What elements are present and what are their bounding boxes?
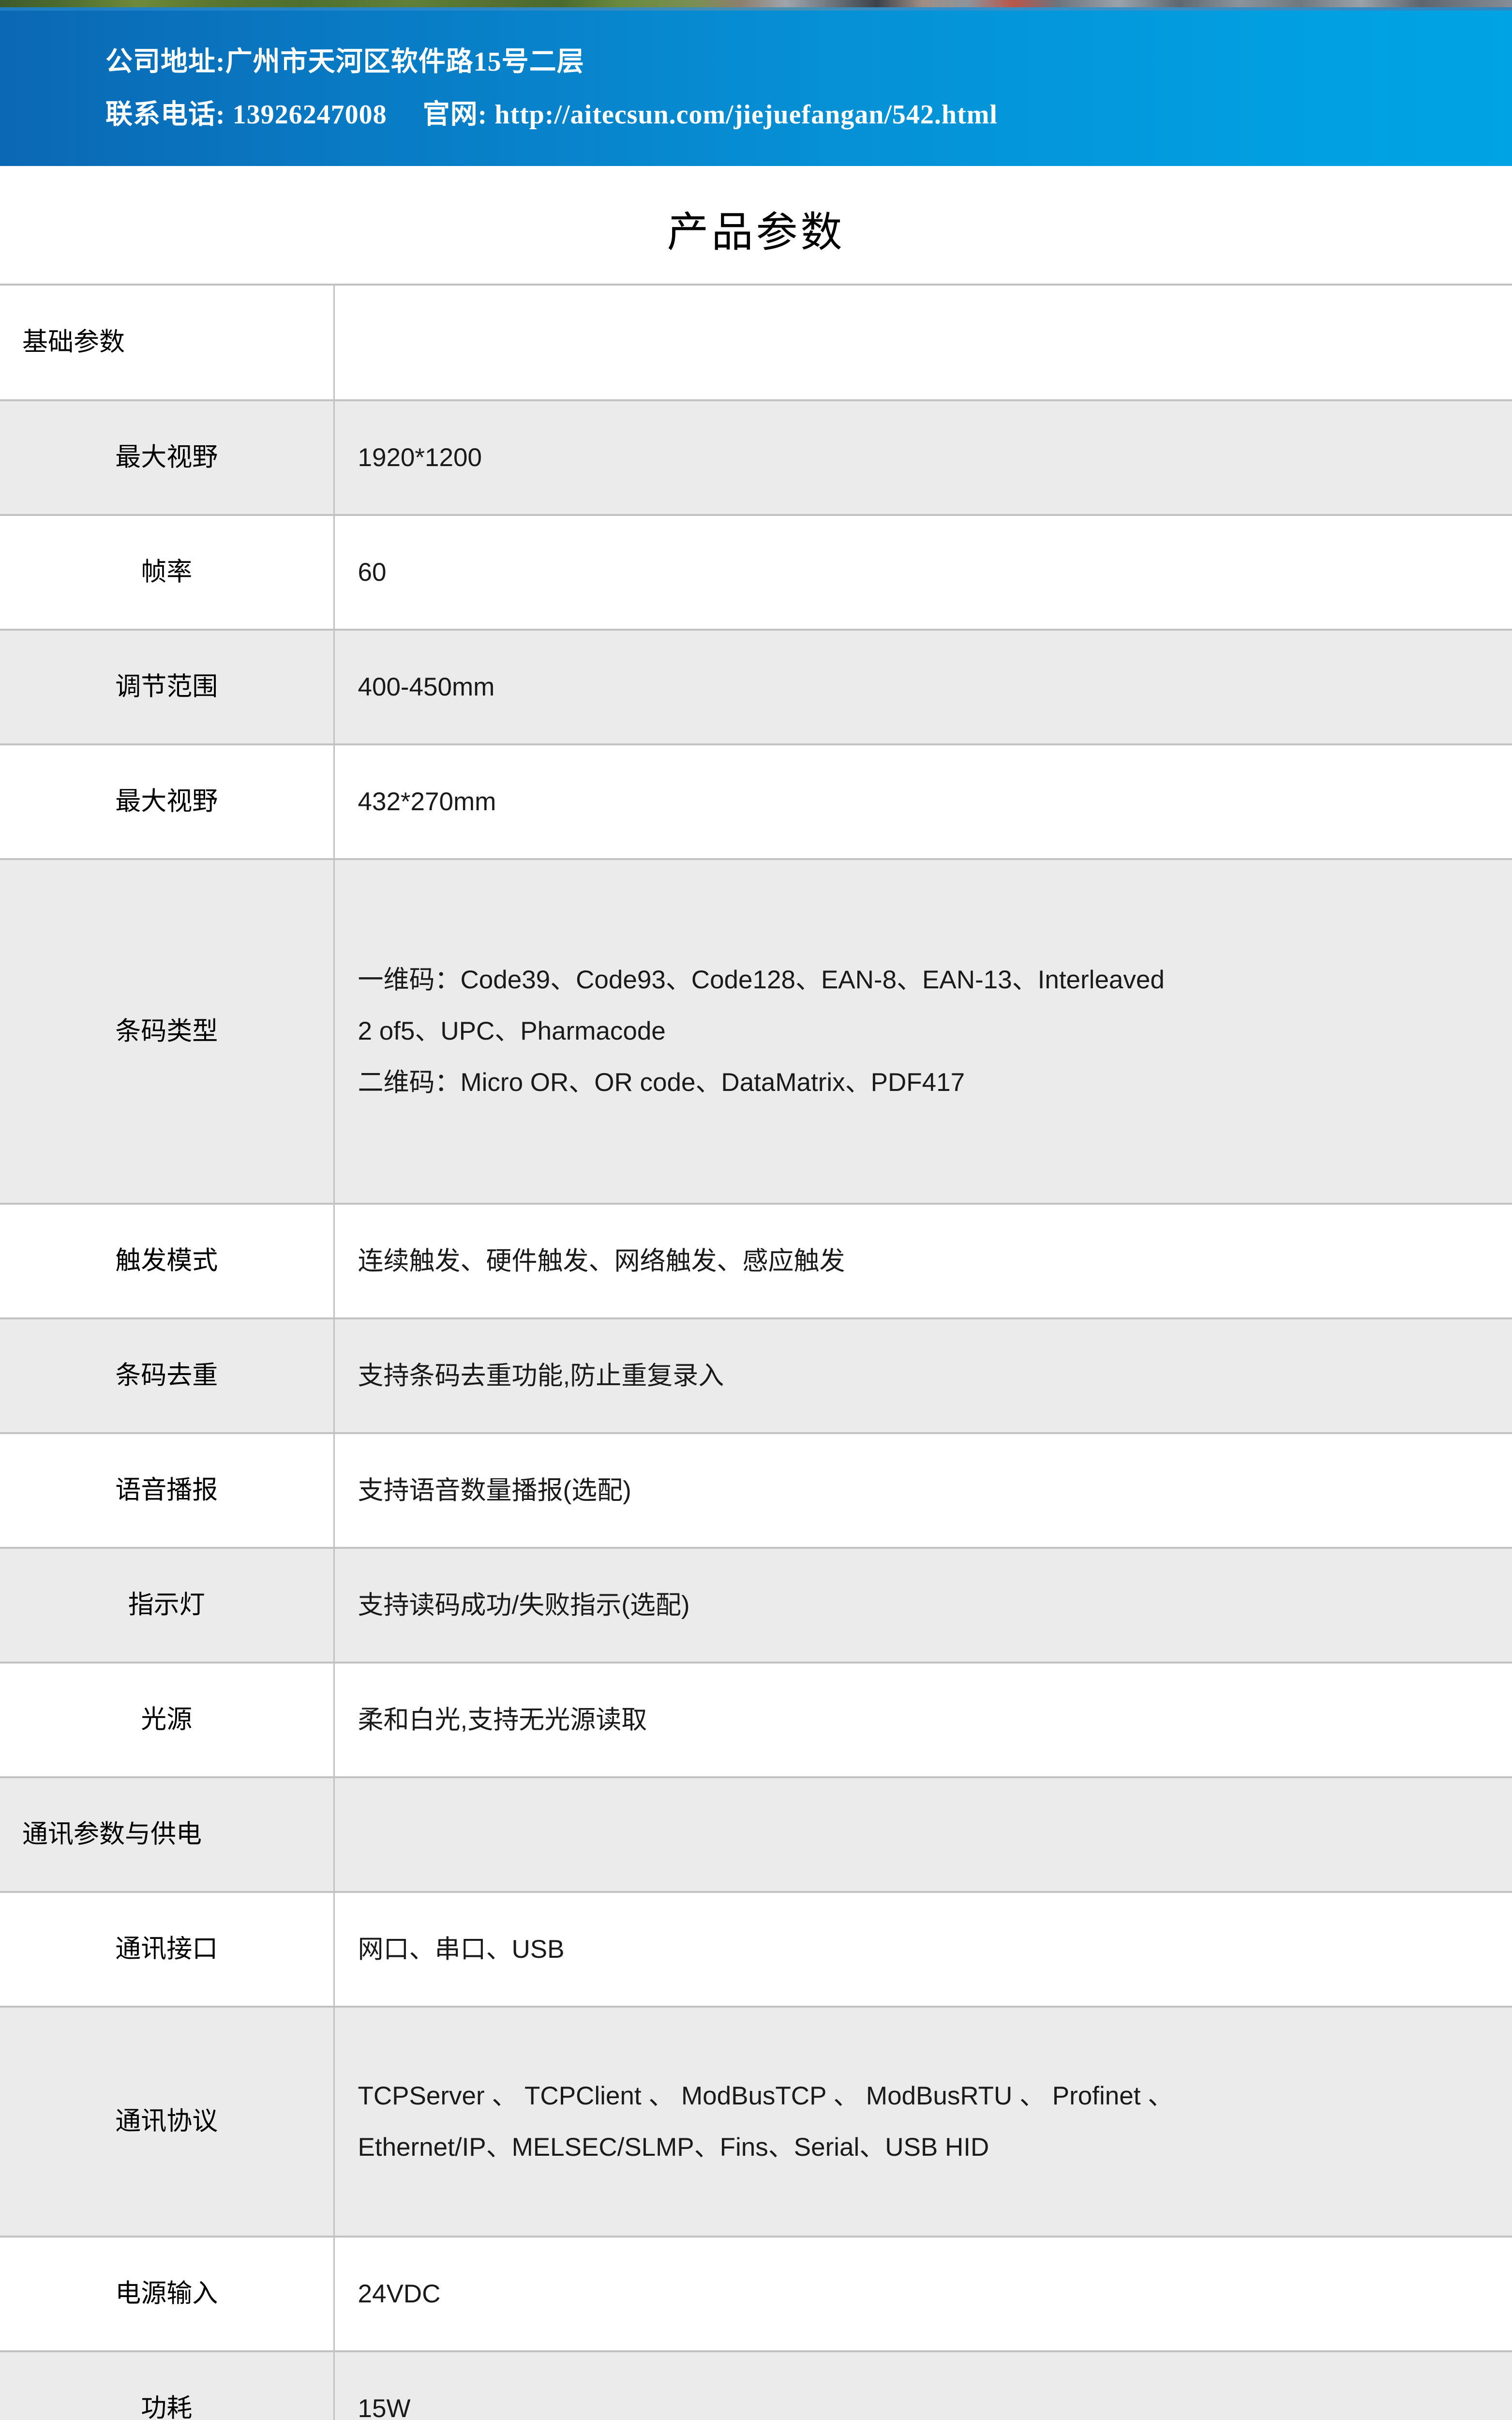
spec-label: 指示灯 xyxy=(0,1548,335,1663)
top-photo-strip xyxy=(0,0,1512,11)
table-row: 光源 柔和白光,支持无光源读取 xyxy=(0,1663,1512,1777)
spec-value: 1920*1200 xyxy=(334,400,1512,515)
spec-value: 60 xyxy=(334,515,1512,630)
spec-value-line: 二维码：Micro OR、OR code、DataMatrix、PDF417 xyxy=(358,1068,965,1097)
spec-value-line: 支持语音数量播报(选配) xyxy=(358,1476,631,1505)
table-row: 语音播报 支持语音数量播报(选配) xyxy=(0,1433,1512,1548)
spec-value xyxy=(334,1777,1512,1892)
section-header-label: 通讯参数与供电 xyxy=(0,1777,335,1892)
spec-value-line: 支持条码去重功能,防止重复录入 xyxy=(358,1361,724,1390)
spec-value: 连续触发、硬件触发、网络触发、感应触发 xyxy=(334,1204,1512,1318)
spec-value: 支持条码去重功能,防止重复录入 xyxy=(334,1318,1512,1433)
spec-label: 最大视野 xyxy=(0,744,335,859)
spec-label: 条码类型 xyxy=(0,859,335,1204)
spec-label: 最大视野 xyxy=(0,400,335,515)
spec-label: 触发模式 xyxy=(0,1204,335,1318)
spec-value: 24VDC xyxy=(334,2237,1512,2351)
contact-banner: 公司地址:广州市天河区软件路15号二层 联系电话: 13926247008 官网… xyxy=(0,11,1512,166)
company-address: 公司地址:广州市天河区软件路15号二层 xyxy=(105,46,584,77)
spec-label: 通讯协议 xyxy=(0,2007,335,2237)
spec-value-line: 60 xyxy=(358,558,387,587)
spec-label: 光源 xyxy=(0,1663,335,1777)
spec-value: 432*270mm xyxy=(334,744,1512,859)
table-row: 通讯协议 TCPServer 、 TCPClient 、 ModBusTCP 、 … xyxy=(0,2007,1512,2237)
spec-value: 支持读码成功/失败指示(选配) xyxy=(334,1548,1512,1663)
spec-label: 调节范围 xyxy=(0,630,335,744)
spec-value: 15W xyxy=(334,2351,1512,2420)
spec-value-line: 支持读码成功/失败指示(选配) xyxy=(358,1590,690,1619)
contact-phone: 联系电话: 13926247008 xyxy=(105,99,387,130)
spec-value: 一维码：Code39、Code93、Code128、EAN-8、EAN-13、I… xyxy=(334,859,1512,1204)
spec-label: 功耗 xyxy=(0,2351,335,2420)
spec-value: 柔和白光,支持无光源读取 xyxy=(334,1663,1512,1777)
contact-line: 联系电话: 13926247008 官网: http://aitecsun.co… xyxy=(105,94,1512,136)
table-row: 最大视野 432*270mm xyxy=(0,744,1512,859)
official-website-link[interactable]: 官网: http://aitecsun.com/jiejuefangan/542… xyxy=(422,99,998,130)
spec-label: 通讯接口 xyxy=(0,1892,335,2007)
table-row: 条码类型 一维码：Code39、Code93、Code128、EAN-8、EAN-… xyxy=(0,859,1512,1204)
table-row: 指示灯 支持读码成功/失败指示(选配) xyxy=(0,1548,1512,1663)
spec-label: 电源输入 xyxy=(0,2237,335,2351)
table-row: 调节范围 400-450mm xyxy=(0,630,1512,744)
spec-value-line: 网口、串口、USB xyxy=(358,1935,565,1964)
spec-value-line: 2 of5、UPC、Pharmacode xyxy=(358,1017,666,1045)
spec-value-line: 连续触发、硬件触发、网络触发、感应触发 xyxy=(358,1246,845,1275)
spec-value: 网口、串口、USB xyxy=(334,1892,1512,2007)
spec-label: 语音播报 xyxy=(0,1433,335,1548)
spec-value-line: 1920*1200 xyxy=(358,443,482,472)
spec-label: 条码去重 xyxy=(0,1318,335,1433)
spec-value: TCPServer 、 TCPClient 、 ModBusTCP 、 ModB… xyxy=(334,2007,1512,2237)
section-header-label: 基础参数 xyxy=(0,285,335,400)
spec-value: 400-450mm xyxy=(334,630,1512,744)
product-spec-table: 基础参数 最大视野 1920*1200 帧率 60 调节范围 400-450mm 最大视野 43… xyxy=(0,284,1512,2420)
table-row: 功耗 15W xyxy=(0,2351,1512,2420)
spec-value-line: TCPServer 、 TCPClient 、 ModBusTCP 、 ModB… xyxy=(358,2081,1174,2110)
table-row: 通讯参数与供电 xyxy=(0,1777,1512,1892)
table-row: 电源输入 24VDC xyxy=(0,2237,1512,2351)
spec-value: 支持语音数量播报(选配) xyxy=(334,1433,1512,1548)
table-row: 条码去重 支持条码去重功能,防止重复录入 xyxy=(0,1318,1512,1433)
page-title: 产品参数 xyxy=(667,209,845,256)
table-row: 基础参数 xyxy=(0,285,1512,400)
spec-value-line: 432*270mm xyxy=(358,787,496,816)
table-row: 通讯接口 网口、串口、USB xyxy=(0,1892,1512,2007)
spec-value-line: 400-450mm xyxy=(358,672,495,701)
spec-label: 帧率 xyxy=(0,515,335,630)
spec-value-line: 15W xyxy=(358,2394,411,2420)
spec-value-line: 柔和白光,支持无光源读取 xyxy=(358,1705,647,1734)
spec-value-line: 24VDC xyxy=(358,2279,441,2308)
spec-value-line: 一维码：Code39、Code93、Code128、EAN-8、EAN-13、I… xyxy=(358,966,1165,994)
table-row: 最大视野 1920*1200 xyxy=(0,400,1512,515)
table-row: 帧率 60 xyxy=(0,515,1512,630)
spec-value-line: Ethernet/IP、MELSEC/SLMP、Fins、Serial、USB … xyxy=(358,2133,989,2162)
table-row: 触发模式 连续触发、硬件触发、网络触发、感应触发 xyxy=(0,1204,1512,1318)
spec-value xyxy=(334,285,1512,400)
